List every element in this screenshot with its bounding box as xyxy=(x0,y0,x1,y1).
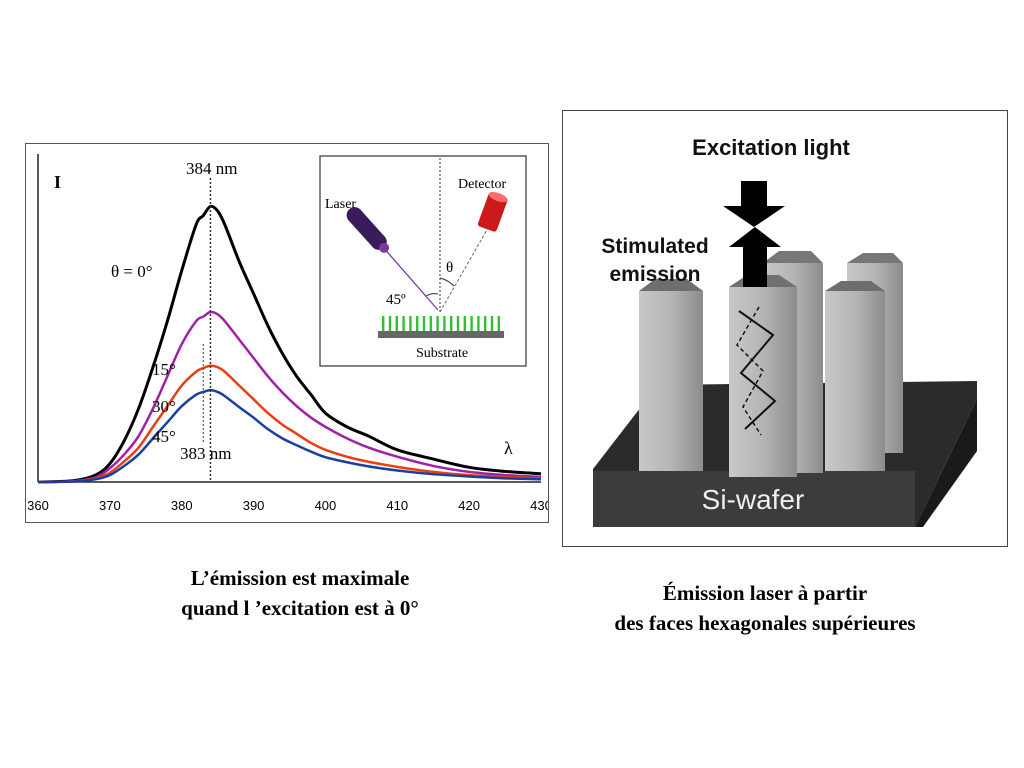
nanowire-diagram: Si-wafer Excitation ligh xyxy=(593,135,977,527)
x-axis-symbol: λ xyxy=(504,438,513,458)
nanowire-lasing xyxy=(729,275,797,477)
detector-icon xyxy=(477,192,508,232)
nanowire-blade xyxy=(443,316,446,331)
setup-inset: Laser Detector θ 45º Substrate xyxy=(319,155,527,367)
nanowire-front-right xyxy=(825,281,885,471)
nanowire-front-left xyxy=(639,279,703,471)
wafer-side xyxy=(915,399,977,527)
x-tick-labels: 360 370 380 390 400 410 420 430 xyxy=(27,498,548,513)
substrate-block xyxy=(378,331,504,338)
series-line xyxy=(37,388,542,484)
substrate-label: Substrate xyxy=(416,346,468,361)
nanowire-blade xyxy=(450,316,453,331)
x-tick-label: 380 xyxy=(171,498,193,513)
angle-label: 45º xyxy=(386,292,406,308)
nanowire-blade xyxy=(463,316,466,331)
peak-label-384: 384 nm xyxy=(186,159,237,178)
emission-arrow-icon xyxy=(729,227,781,287)
nanowire-blade xyxy=(436,316,439,331)
nanowire-blade xyxy=(470,316,473,331)
nanowire-blade xyxy=(484,316,487,331)
x-tick-label: 420 xyxy=(458,498,480,513)
left-caption-line2: quand l ’excitation est à 0° xyxy=(181,596,419,620)
theta-label: θ xyxy=(446,260,453,276)
nanowire-blade xyxy=(409,316,412,331)
stimulated-label: Stimulated xyxy=(601,235,708,258)
zigzag-path xyxy=(738,310,777,430)
x-tick-label: 370 xyxy=(99,498,121,513)
series-line xyxy=(37,310,542,484)
left-caption: L’émission est maximale quand l ’excitat… xyxy=(120,563,480,623)
series-label-30deg: 30° xyxy=(152,397,176,416)
detector-beam xyxy=(439,227,489,313)
nanowire-blade xyxy=(402,316,405,331)
series-line xyxy=(37,364,542,484)
x-tick-label: 360 xyxy=(27,498,49,513)
series-label-15deg: 15° xyxy=(152,360,176,379)
x-tick-label: 410 xyxy=(386,498,408,513)
wafer-label: Si-wafer xyxy=(702,484,805,515)
series-line xyxy=(37,204,542,484)
detector-label: Detector xyxy=(458,177,507,192)
nanowire-diagram-panel: Si-wafer Excitation ligh xyxy=(562,110,1008,547)
nanowire-blade xyxy=(382,316,385,331)
emission-chart-panel: 360 370 380 390 400 410 420 430 I 384 nm 383 nm… xyxy=(25,143,549,523)
nanowire-blade xyxy=(456,316,460,331)
wafer-front xyxy=(593,471,915,527)
nanowire-array xyxy=(382,316,500,331)
excitation-label: Excitation light xyxy=(692,135,850,160)
nanowire-blade xyxy=(477,316,480,331)
nanowire-blade xyxy=(395,316,398,331)
right-caption: Émission laser à partir des faces hexago… xyxy=(560,578,970,638)
peak-label-383: 383 nm xyxy=(180,444,231,463)
nanowire-blade xyxy=(490,316,494,331)
nanowire-blade xyxy=(388,316,392,331)
x-tick-label: 390 xyxy=(243,498,265,513)
right-caption-line2: des faces hexagonales supérieures xyxy=(614,611,916,635)
emission-label: emission xyxy=(609,263,700,286)
excitation-arrow-icon xyxy=(723,181,785,227)
right-caption-line1: Émission laser à partir xyxy=(662,581,868,605)
nanowire-blade xyxy=(497,316,500,331)
zigzag-path-dashed xyxy=(736,306,764,436)
y-axis-label: I xyxy=(54,172,61,192)
laser-icon xyxy=(346,207,390,253)
nanowire-blade xyxy=(422,316,426,331)
angle-arc xyxy=(425,293,439,297)
left-caption-line1: L’émission est maximale xyxy=(190,566,410,590)
nanowire-blade xyxy=(416,316,419,331)
series-label-45deg: 45° xyxy=(152,427,176,446)
theta-arc xyxy=(439,277,455,287)
curves xyxy=(37,204,542,484)
x-tick-label: 430 xyxy=(530,498,548,513)
nanowire-blade xyxy=(429,316,432,331)
x-tick-label: 400 xyxy=(315,498,337,513)
emission-chart: 360 370 380 390 400 410 420 430 I 384 nm 383 nm… xyxy=(27,154,548,513)
laser-label: Laser xyxy=(325,197,356,212)
series-label-0deg: θ = 0° xyxy=(111,262,153,281)
